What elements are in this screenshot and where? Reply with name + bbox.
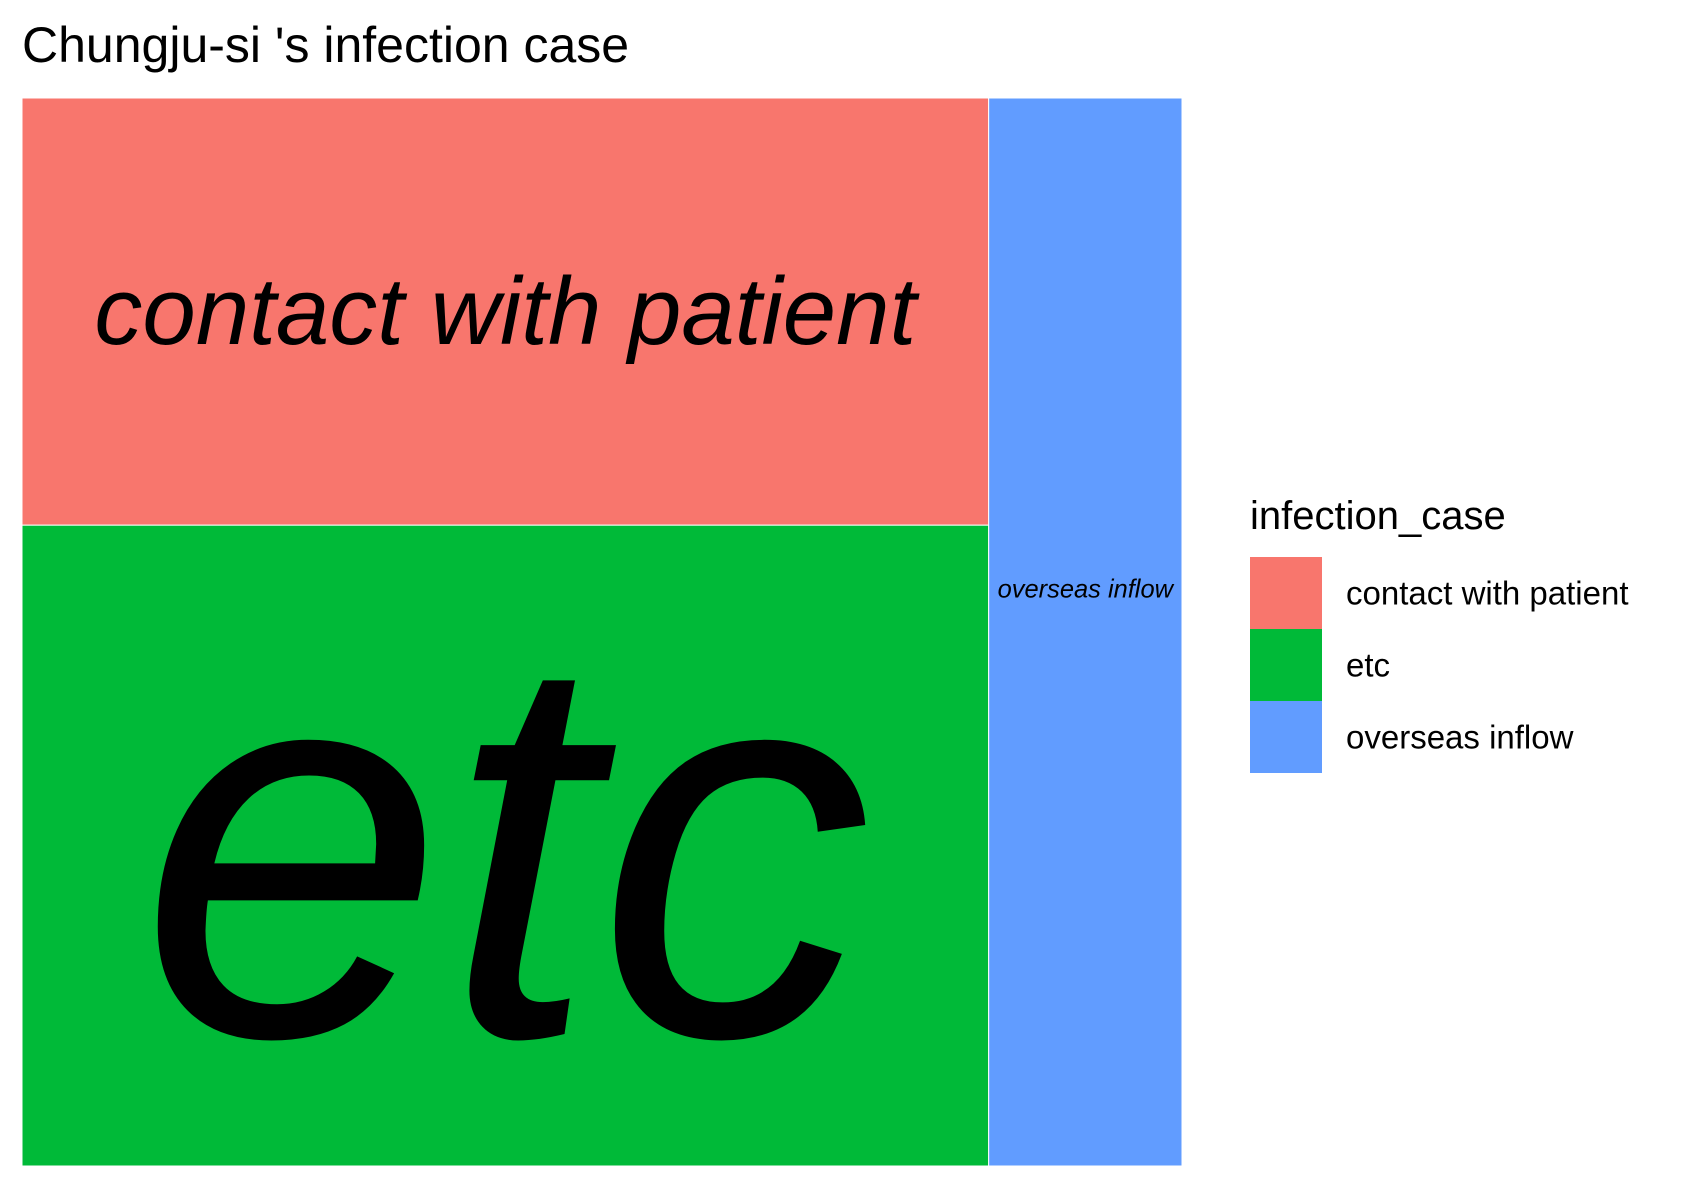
tile-label-overseas-inflow: overseas inflow [998,575,1175,603]
legend-label-contact-with-patient: contact with patient [1346,575,1629,612]
legend: infection_case contact with patient etc ov… [1250,494,1629,773]
chart-title: Chungju-si 's infection case [22,17,629,73]
tile-contact-with-patient [21,97,990,526]
treemap-tiles: contact with patient etc overseas inflow [21,97,1183,1167]
legend-title: infection_case [1250,494,1506,538]
legend-key-etc [1250,629,1322,701]
tile-label-etc: etc [139,539,871,1152]
tile-etc [21,524,990,1167]
tile-label-contact-with-patient: contact with patient [94,258,919,365]
legend-label-etc: etc [1346,647,1390,684]
legend-key-overseas-inflow [1250,701,1322,773]
tile-overseas-inflow [988,97,1183,1167]
legend-key-contact-with-patient [1250,557,1322,629]
legend-label-overseas-inflow: overseas inflow [1346,719,1574,756]
